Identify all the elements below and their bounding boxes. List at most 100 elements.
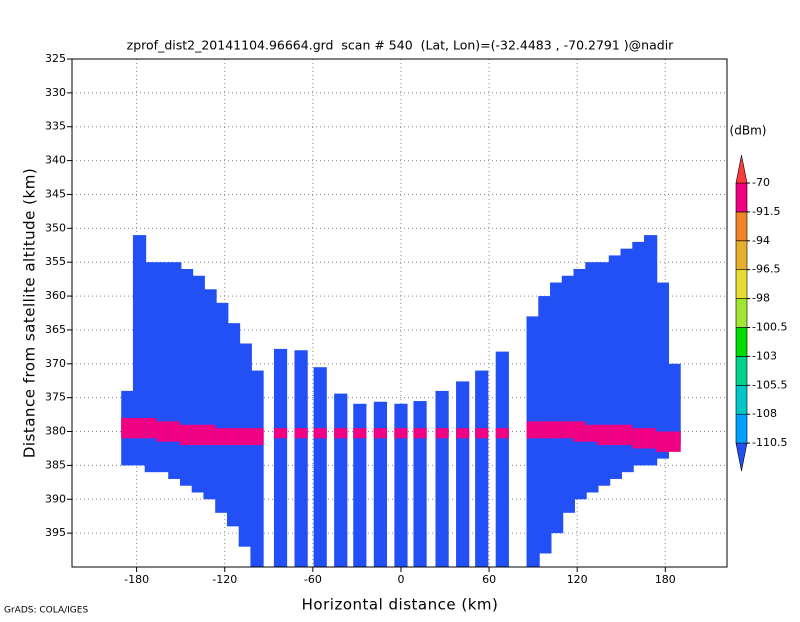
colorbar-label: -91.5 (752, 205, 780, 218)
signal-band (373, 428, 388, 439)
y-tick-label: 390 (45, 492, 66, 505)
colorbar-segment (735, 269, 748, 299)
signal-band (179, 424, 194, 446)
signal-band (632, 428, 646, 449)
signal-band (644, 428, 658, 449)
colorbar-segment (735, 442, 748, 472)
y-tick-label: 335 (45, 120, 66, 133)
profile-column (585, 262, 599, 493)
signal-band (226, 428, 241, 446)
profile-column (238, 343, 252, 547)
colorbar-segment (735, 356, 748, 386)
profile-column (334, 393, 348, 567)
x-tick-label: -120 (212, 573, 237, 586)
x-tick-label: 60 (482, 573, 496, 586)
y-tick-label: 380 (45, 425, 66, 438)
colorbar-label: -110.5 (752, 436, 787, 449)
profile-column (435, 390, 449, 567)
signal-band (168, 421, 182, 442)
colorbar-segment (735, 240, 748, 271)
profile-column (132, 235, 147, 466)
y-tick-label: 385 (45, 458, 66, 471)
profile-column (655, 282, 669, 459)
colorbar-label: -108 (752, 407, 777, 420)
profile-column (191, 275, 205, 493)
signal-band (215, 428, 229, 446)
y-axis-label: Distance from satellite altitude (km) (21, 168, 39, 458)
signal-band (238, 428, 252, 446)
colorbar-unit: (dBm) (730, 124, 767, 138)
x-tick-label: 120 (567, 573, 588, 586)
profile-column (561, 275, 575, 513)
signal-band (413, 428, 427, 439)
signal-band (573, 421, 587, 442)
x-tick-label: -60 (304, 573, 322, 586)
profile-column (475, 370, 489, 567)
profile-column (456, 381, 470, 567)
colorbar-label: -70 (752, 176, 770, 189)
y-tick-label: 340 (45, 154, 66, 167)
signal-band (394, 428, 408, 439)
footer: GrADS: COLA/IGES (4, 606, 88, 616)
signal-band (435, 428, 449, 439)
signal-band (597, 424, 611, 446)
signal-band (495, 428, 509, 439)
signal-band (538, 421, 552, 439)
colorbar-segment (735, 182, 748, 213)
profile-column (215, 302, 229, 513)
y-tick-label: 395 (45, 526, 66, 539)
signal-band (475, 428, 489, 439)
y-tick-label: 360 (45, 289, 66, 302)
profile-column (644, 235, 658, 466)
y-tick-label: 345 (45, 187, 66, 200)
profile-column (573, 268, 587, 500)
y-tick-label: 375 (45, 391, 66, 404)
signal-band (585, 424, 599, 442)
profile-column (226, 323, 241, 527)
signal-band (313, 428, 327, 439)
signal-band (156, 421, 170, 442)
profile-column (620, 248, 634, 473)
signal-band (620, 424, 634, 446)
y-tick-label: 370 (45, 357, 66, 370)
profile-column (313, 367, 327, 567)
colorbar-segment (735, 384, 748, 415)
plot-area (72, 58, 727, 567)
signal-band (250, 428, 264, 446)
profile-column (526, 316, 540, 567)
x-tick-label: -180 (124, 573, 149, 586)
x-tick-label: 180 (655, 573, 676, 586)
signal-band (294, 428, 308, 439)
colorbar-label: -96.5 (752, 263, 780, 276)
colorbar-label: -105.5 (752, 378, 787, 391)
colorbar-segment (735, 298, 748, 328)
y-tick-label: 350 (45, 221, 66, 234)
colorbar-label: -100.5 (752, 321, 787, 334)
colorbar-segment (735, 211, 748, 242)
signal-band (456, 428, 470, 439)
colorbar-label: -103 (752, 349, 777, 362)
colorbar-segment (735, 327, 748, 357)
profile-column (353, 403, 367, 567)
profile-column (294, 350, 308, 567)
colorbar-label: -98 (752, 292, 770, 305)
signal-band (353, 428, 367, 439)
y-tick-label: 325 (45, 52, 66, 65)
profile-column (203, 289, 217, 500)
colorbar-segment (735, 413, 748, 444)
profile-column (495, 351, 509, 567)
signal-band (550, 421, 564, 439)
x-tick-label: 0 (397, 573, 404, 586)
x-axis-label: Horizontal distance (km) (302, 596, 499, 614)
profile-column (597, 262, 611, 486)
profile-column (667, 363, 681, 446)
plot-frame (71, 58, 728, 568)
signal-band (132, 417, 147, 439)
signal-band (561, 421, 575, 439)
signal-band (655, 431, 669, 452)
colorbar-label: -94 (752, 234, 770, 247)
signal-band (608, 424, 622, 446)
signal-band (526, 421, 540, 439)
